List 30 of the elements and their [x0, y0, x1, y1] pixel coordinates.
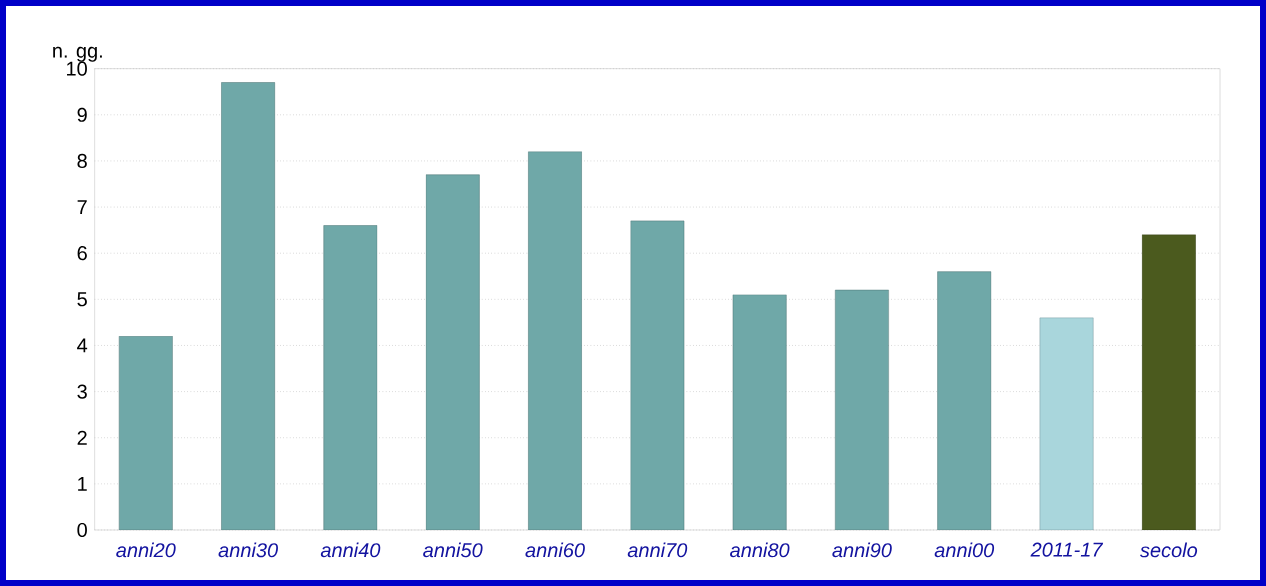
y-tick-label: 5: [77, 292, 87, 307]
y-tick-label: 10: [67, 61, 87, 76]
x-tick-label: anni00: [934, 542, 995, 558]
x-tick-label: anni60: [525, 542, 585, 558]
bar: [221, 82, 276, 530]
y-tick-label: 4: [77, 338, 88, 353]
x-tick-label: anni70: [627, 542, 688, 558]
x-tick-label: anni40: [320, 542, 381, 558]
y-tick-label: 3: [77, 384, 87, 399]
bar: [732, 294, 787, 530]
y-tick-label: 6: [77, 246, 87, 261]
y-tick-label: 2: [77, 430, 87, 445]
x-tick-label: anni50: [423, 542, 483, 558]
y-tick-label: 7: [77, 200, 87, 214]
x-tick-label: anni20: [116, 542, 176, 558]
y-axis-title: n. gg.: [53, 46, 102, 62]
bar: [425, 174, 480, 530]
y-tick-label: 0: [77, 522, 87, 538]
y-tick-label: 8: [77, 153, 87, 168]
bar: [528, 151, 582, 530]
x-tick-label: anni90: [832, 542, 892, 558]
x-tick-label: anni80: [730, 542, 790, 558]
x-tick-label: anni30: [218, 542, 278, 558]
y-tick-label: 9: [77, 107, 87, 122]
x-tick-label: 2011-17: [1030, 542, 1104, 557]
bar: [937, 271, 992, 530]
bar: [1141, 234, 1196, 530]
bar: [323, 225, 378, 530]
x-tick-label: secolo: [1140, 542, 1198, 558]
y-tick-label: 1: [78, 476, 87, 491]
